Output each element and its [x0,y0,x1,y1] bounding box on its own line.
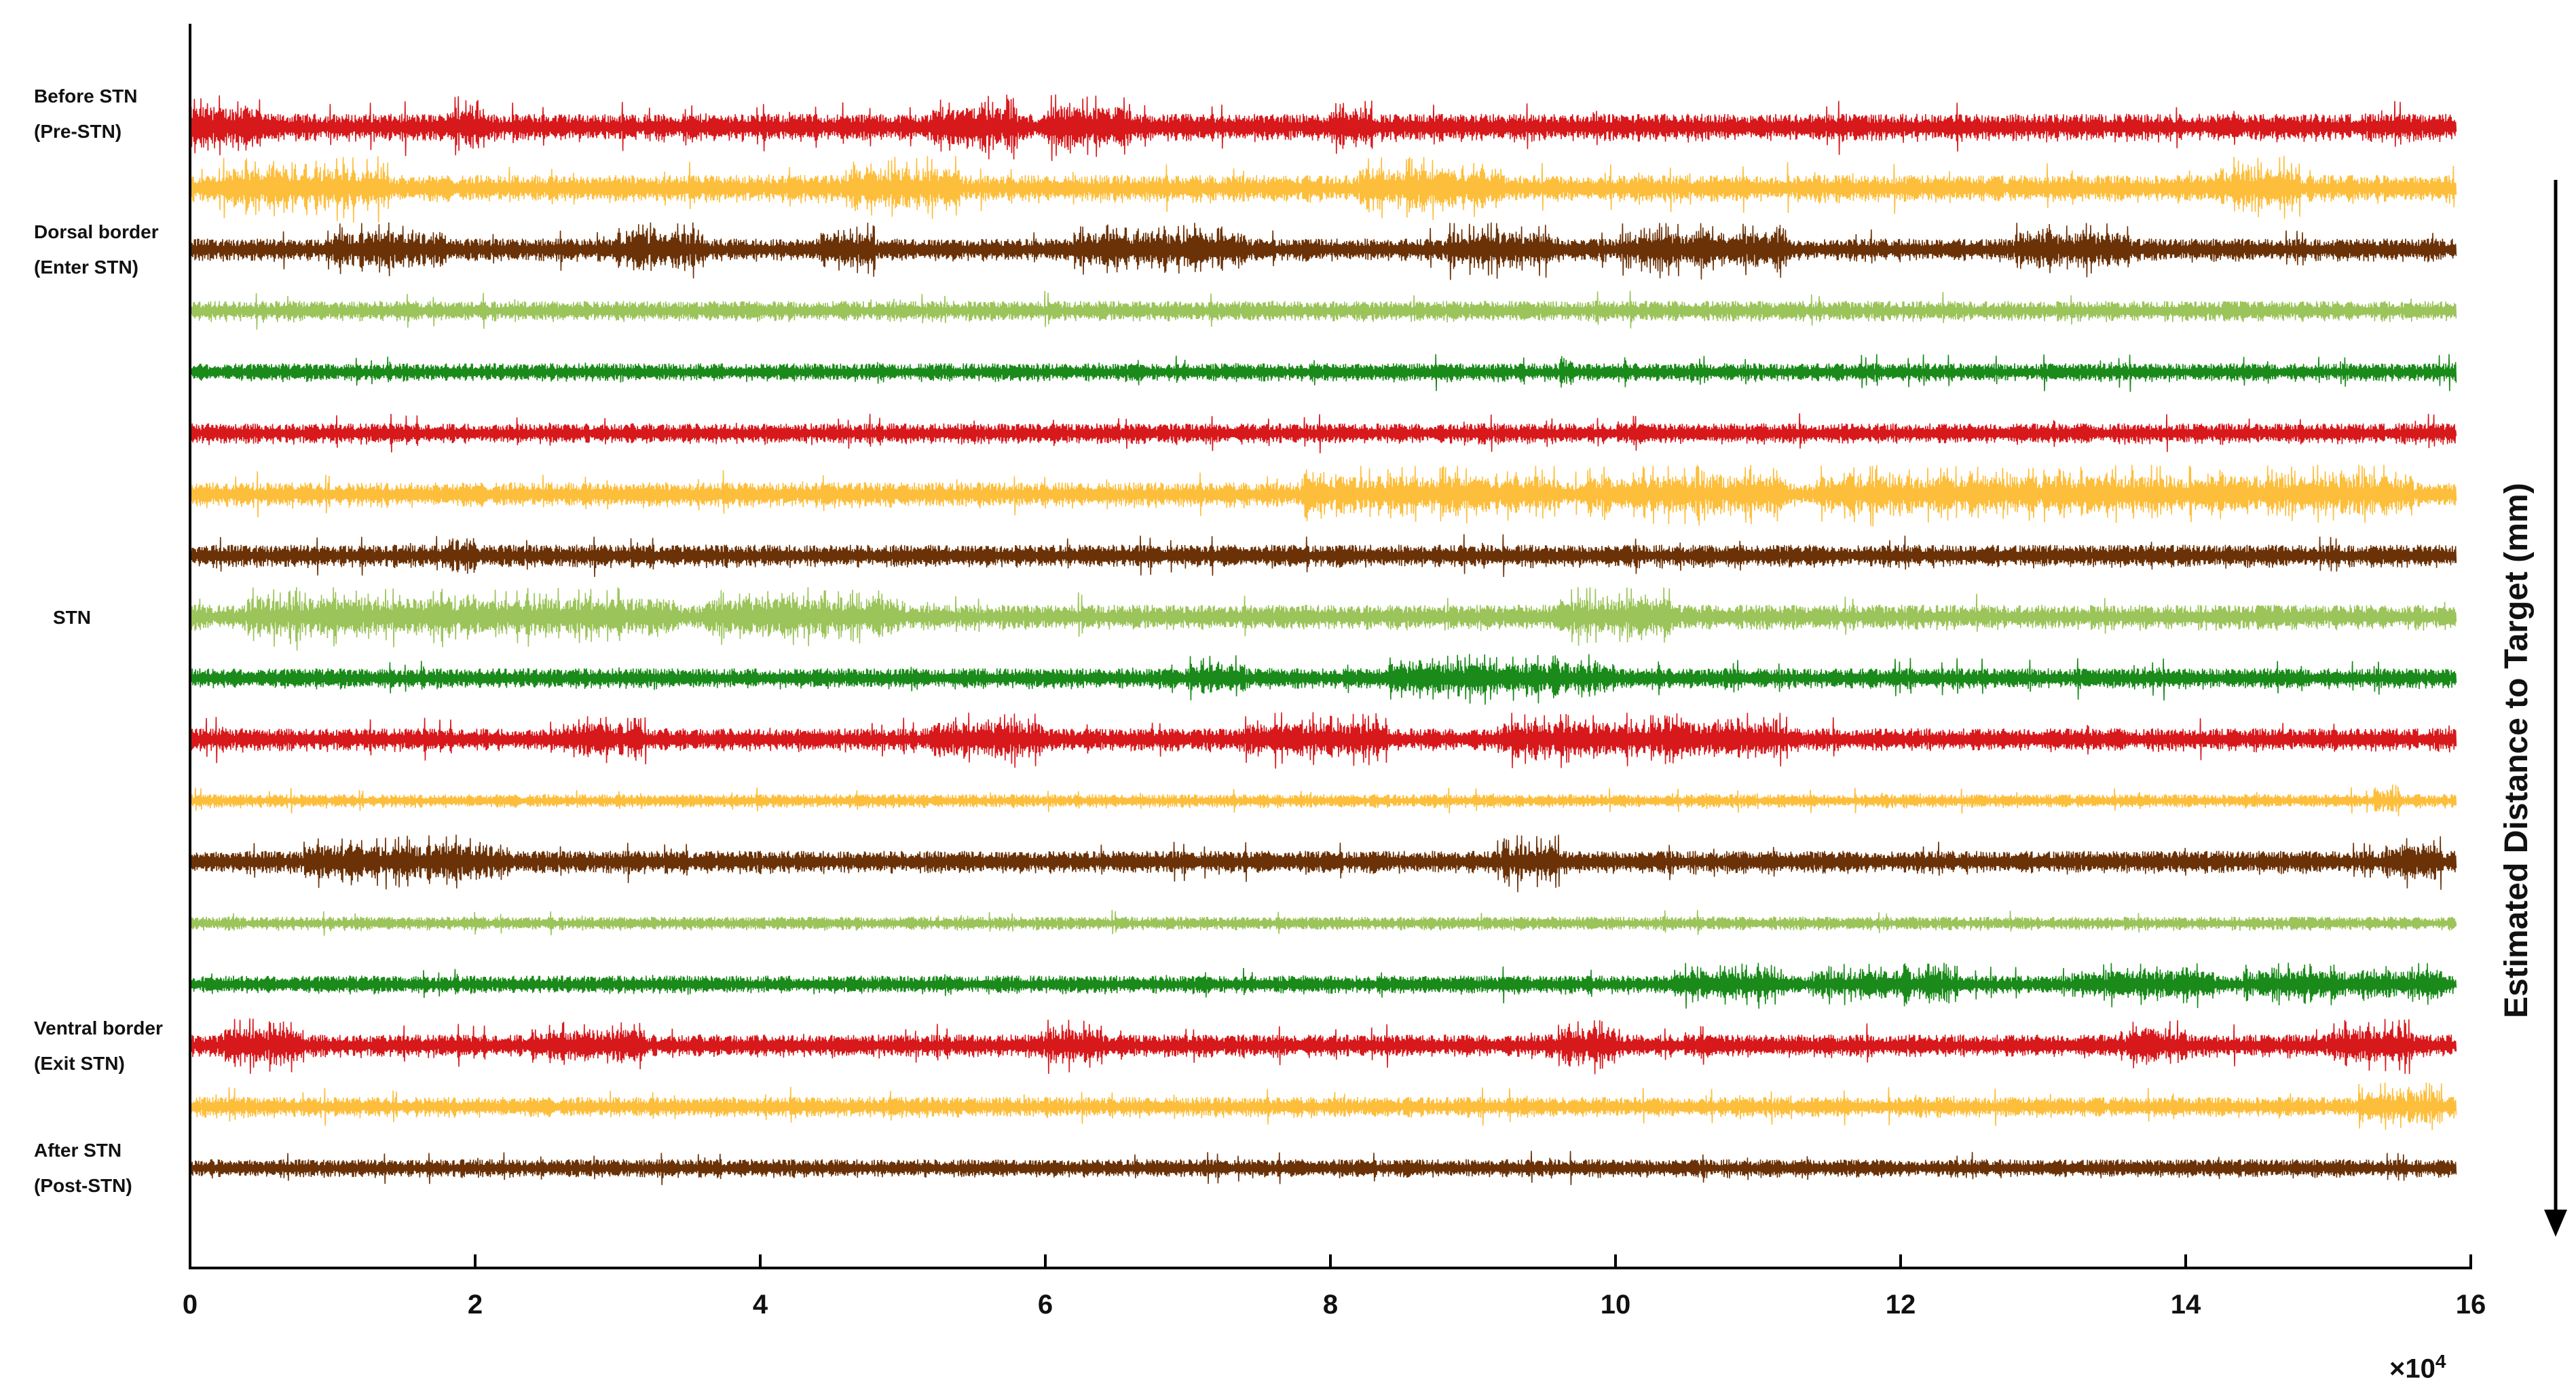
x-tick-label-12: 12 [1886,1290,1916,1320]
trace-7 [189,464,2457,527]
trace-18 [189,1151,2457,1185]
trace-1 [189,94,2457,162]
distance-arrow [2544,180,2567,1237]
x-multiplier-label: ×104 [2389,1351,2446,1384]
trace-12 [189,784,2457,817]
region-label-5-line1: After STN [34,1140,122,1161]
trace-2 [189,155,2457,223]
region-label-1: Before STN (Pre-STN) [34,79,137,149]
trace-group [189,94,2457,1185]
region-label-1-line1: Before STN [34,86,138,107]
region-label-4-line2: (Exit STN) [34,1053,125,1074]
x-tick-label-10: 10 [1601,1290,1631,1320]
trace-9 [189,586,2457,651]
trace-5 [189,354,2457,392]
region-label-2: Dorsal border (Enter STN) [34,214,159,285]
region-label-4: Ventral border (Exit STN) [34,1011,163,1081]
region-label-4-line1: Ventral border [34,1018,163,1039]
region-label-3: STN [53,600,91,635]
x-tick-group: 0 2 4 6 8 10 12 14 16 [183,1254,2486,1320]
trace-4 [189,291,2457,330]
x-tick-label-14: 14 [2171,1290,2201,1320]
region-label-5: After STN (Post-STN) [34,1133,132,1204]
region-label-2-line1: Dorsal border [34,221,159,243]
x-multiplier-exponent: 4 [2435,1351,2446,1372]
x-tick-label-2: 2 [468,1290,483,1320]
trace-3 [189,222,2457,280]
region-label-2-line2: (Enter STN) [34,257,138,278]
region-label-3-line1: STN [53,606,91,628]
trace-15 [189,963,2457,1009]
x-tick-label-16: 16 [2456,1290,2486,1320]
region-label-5-line2: (Post-STN) [34,1175,132,1197]
x-tick-label-4: 4 [753,1290,768,1320]
trace-8 [189,534,2457,577]
trace-14 [189,910,2457,936]
trace-17 [189,1082,2457,1130]
trace-6 [189,413,2457,453]
trace-13 [189,834,2457,893]
trace-16 [189,1018,2457,1075]
region-label-1-line2: (Pre-STN) [34,121,122,142]
x-multiplier-base: ×10 [2389,1354,2435,1384]
y-axis-label: Estimated Distance to Target (mm) [2499,483,2535,1018]
x-tick-label-0: 0 [183,1290,198,1320]
x-tick-label-6: 6 [1038,1290,1053,1320]
trace-11 [189,712,2457,769]
trace-10 [189,654,2457,705]
x-tick-label-8: 8 [1323,1290,1338,1320]
